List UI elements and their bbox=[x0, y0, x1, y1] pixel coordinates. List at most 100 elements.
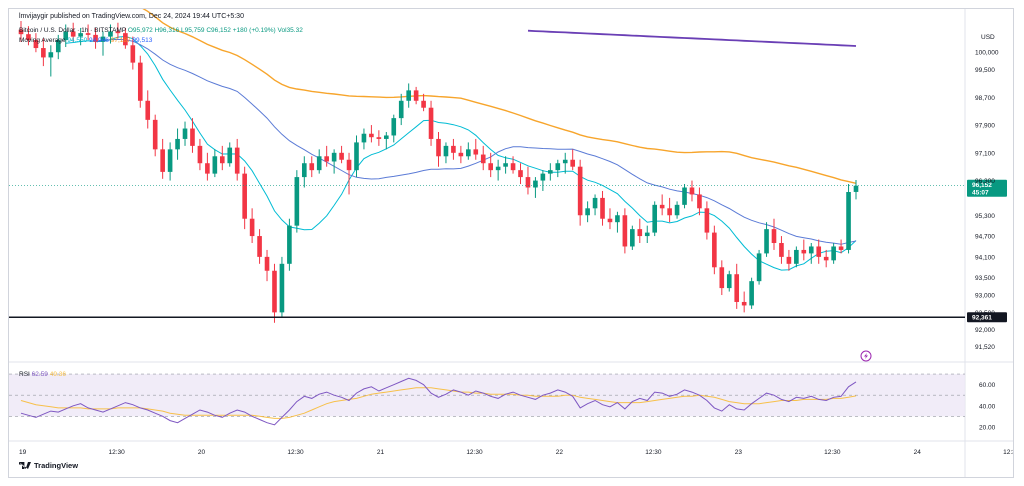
last-price-badge bbox=[967, 179, 1007, 197]
candle-body-100 bbox=[764, 229, 769, 254]
candle-body-13 bbox=[115, 31, 121, 34]
candle-body-80 bbox=[615, 215, 620, 223]
candle-body-95 bbox=[726, 274, 732, 289]
candle-body-77 bbox=[592, 197, 598, 209]
candle-body-4 bbox=[48, 52, 54, 58]
candle-body-25 bbox=[205, 163, 210, 174]
symbol-legend: Bitcoin / U.S. Dollar · 1h · BITSTAMP O9… bbox=[19, 26, 303, 45]
candle-body-24 bbox=[197, 145, 203, 164]
candle-body-73 bbox=[562, 159, 568, 164]
candle-body-47 bbox=[369, 133, 374, 138]
ma-value-4: 99,513 bbox=[132, 36, 153, 44]
candle-body-58 bbox=[451, 145, 456, 153]
candle-body-15 bbox=[130, 45, 136, 63]
lightning-bolt-glyph bbox=[864, 353, 868, 359]
candle-body-10 bbox=[93, 34, 98, 42]
candle-body-51 bbox=[398, 100, 404, 119]
candle-layer bbox=[18, 21, 859, 323]
candle-body-66 bbox=[510, 163, 516, 171]
candle-body-50 bbox=[391, 118, 397, 136]
ma-mid-line bbox=[95, 38, 857, 245]
rsi-tick-label-0: 60.00 bbox=[979, 382, 996, 389]
candle-body-64 bbox=[495, 166, 501, 171]
y-tick-label-10: 93,000 bbox=[975, 293, 995, 300]
x-tick-label-5: 12:30 bbox=[466, 449, 483, 456]
candle-body-21 bbox=[175, 138, 180, 150]
candle-body-35 bbox=[279, 263, 285, 313]
symbol-row: Bitcoin / U.S. Dollar · 1h · BITSTAMP O9… bbox=[19, 26, 303, 36]
ma-legend-label[interactable]: Moving Average bbox=[19, 36, 66, 44]
symbol-name[interactable]: Bitcoin / U.S. Dollar · 1h · BITSTAMP bbox=[19, 27, 127, 34]
candle-body-88 bbox=[674, 204, 680, 216]
chart-frame: 92,361 96,152 45:07 USD 100,000 99,500 98,700… bbox=[8, 8, 1014, 478]
candle-body-2 bbox=[33, 40, 39, 49]
rsi-value: 62.59 bbox=[31, 371, 48, 378]
candle-body-108 bbox=[823, 256, 829, 261]
ma-200-line bbox=[527, 29, 857, 47]
rsi-legend: RSI 62.59 49.36 bbox=[19, 371, 66, 378]
candle-body-38 bbox=[301, 163, 307, 178]
candle-body-70 bbox=[540, 173, 546, 181]
y-tick-label-12: 92,000 bbox=[975, 327, 995, 334]
ma-value-2: 94,946 bbox=[89, 36, 109, 44]
candle-body-23 bbox=[190, 128, 195, 146]
rsi-label[interactable]: RSI bbox=[19, 371, 30, 378]
candle-body-46 bbox=[361, 133, 367, 143]
candle-body-94 bbox=[719, 267, 725, 289]
candle-body-60 bbox=[466, 149, 471, 157]
candle-body-56 bbox=[436, 138, 441, 157]
candle-body-6 bbox=[63, 31, 69, 41]
rsi-ma-line bbox=[20, 387, 857, 419]
rsi-ma-value: 49.36 bbox=[49, 371, 67, 378]
tradingview-icon bbox=[19, 462, 31, 469]
candle-body-102 bbox=[779, 243, 784, 257]
y-tick-label-8: 94,100 bbox=[975, 254, 995, 261]
candle-body-69 bbox=[533, 180, 538, 188]
candle-body-89 bbox=[682, 187, 687, 205]
candle-body-86 bbox=[659, 204, 665, 209]
candle-body-91 bbox=[697, 194, 702, 209]
publisher-line: lmvijaygir published on TradingView.com,… bbox=[19, 13, 244, 20]
candle-body-49 bbox=[384, 135, 389, 139]
x-tick-label-8: 23 bbox=[735, 449, 743, 456]
candle-body-74 bbox=[570, 159, 576, 167]
rsi-line bbox=[20, 377, 857, 426]
tradingview-logo[interactable]: TradingView bbox=[19, 461, 78, 470]
ohlc-close: C96,152 bbox=[206, 27, 231, 34]
candle-body-37 bbox=[294, 177, 300, 226]
axis-layer: USD 100,000 99,500 98,700 97,900 97,100 96,300… bbox=[19, 34, 1013, 456]
rsi-tick-label-1: 40.00 bbox=[979, 403, 996, 410]
candle-body-12 bbox=[108, 31, 113, 37]
candle-body-5 bbox=[55, 40, 61, 53]
candle-body-34 bbox=[272, 270, 277, 313]
candle-body-104 bbox=[794, 249, 799, 264]
candle-body-40 bbox=[316, 156, 322, 171]
candle-body-103 bbox=[786, 256, 792, 264]
y-tick-label-2: 98,700 bbox=[975, 95, 995, 102]
candle-body-61 bbox=[473, 149, 479, 155]
y-tick-label-3: 97,900 bbox=[975, 123, 995, 130]
rsi-layer bbox=[9, 373, 965, 426]
candle-body-16 bbox=[137, 62, 143, 101]
candle-body-85 bbox=[652, 204, 658, 233]
candle-body-72 bbox=[555, 163, 561, 171]
y-tick-label-6: 95,300 bbox=[975, 213, 995, 220]
support-price-badge bbox=[967, 312, 1007, 323]
candle-body-81 bbox=[622, 215, 628, 247]
candle-body-26 bbox=[212, 156, 218, 174]
candle-body-55 bbox=[428, 107, 434, 139]
candle-body-54 bbox=[421, 100, 426, 108]
x-tick-label-6: 22 bbox=[556, 449, 564, 456]
y-tick-label-1: 99,500 bbox=[975, 67, 995, 74]
x-tick-label-10: 24 bbox=[914, 449, 922, 456]
candle-body-98 bbox=[749, 281, 754, 306]
candle-body-14 bbox=[123, 33, 128, 46]
candle-body-42 bbox=[331, 152, 337, 162]
candle-body-90 bbox=[689, 187, 695, 195]
candle-body-28 bbox=[227, 147, 233, 164]
y-tick-label-11: 92,500 bbox=[975, 310, 995, 317]
tradingview-logo-text: TradingView bbox=[34, 461, 79, 470]
candle-body-8 bbox=[78, 33, 83, 37]
ohlc-change: +180 (+0.19%) bbox=[232, 27, 276, 34]
